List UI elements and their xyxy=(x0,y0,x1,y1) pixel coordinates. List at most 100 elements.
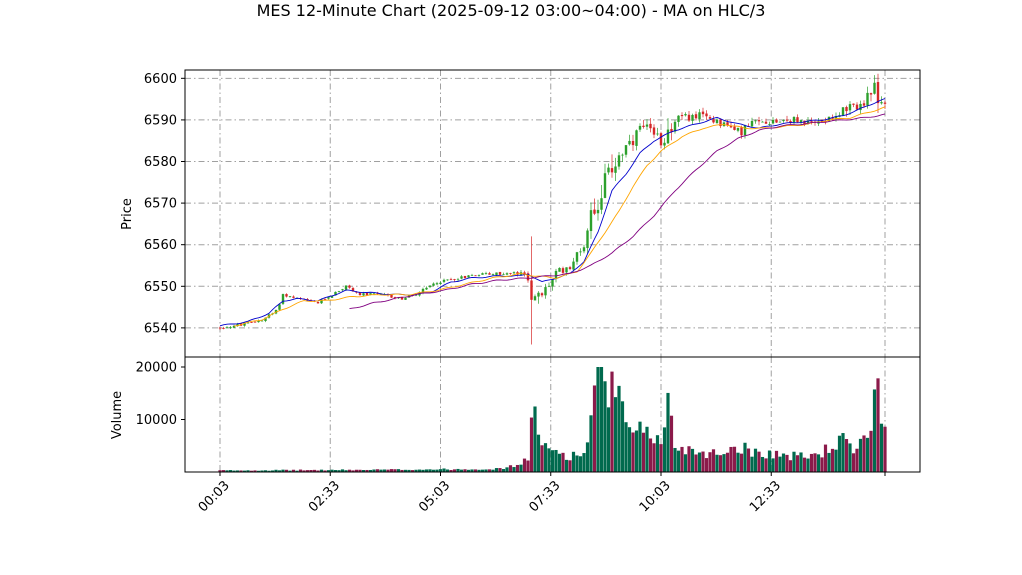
candle-body xyxy=(670,128,673,133)
volume-bar xyxy=(263,470,268,472)
volume-bar xyxy=(844,439,849,472)
candle-body xyxy=(603,173,607,198)
volume-bar xyxy=(452,469,457,472)
candle-body xyxy=(390,294,393,298)
volume-bar xyxy=(445,469,450,472)
volume-bar xyxy=(820,457,824,472)
volume-bar xyxy=(319,469,324,472)
volume-bar xyxy=(781,453,786,472)
volume-bar xyxy=(424,469,429,472)
candle-body xyxy=(236,324,239,327)
volume-bar xyxy=(785,454,789,472)
volume-bar xyxy=(767,450,772,472)
price-tick-label: 6580 xyxy=(144,155,177,170)
volume-bar xyxy=(487,469,492,472)
candle-body xyxy=(435,283,439,285)
candle-body xyxy=(635,130,638,146)
volume-axis-label: Volume xyxy=(110,391,125,439)
candle-body xyxy=(757,120,761,122)
volume-bar xyxy=(239,470,243,472)
candle-body xyxy=(530,280,533,300)
volume-bar xyxy=(557,453,562,472)
candle-body xyxy=(684,114,687,116)
volume-bar xyxy=(571,451,576,472)
candle-body xyxy=(652,127,656,135)
volume-bar xyxy=(697,452,702,472)
volume-bar xyxy=(834,449,838,472)
volume-bar xyxy=(260,470,264,472)
candle-body xyxy=(512,272,516,274)
candle-body xyxy=(421,288,425,294)
candle-body xyxy=(761,121,764,123)
candle-body xyxy=(764,121,768,124)
volume-bar xyxy=(792,451,796,472)
volume-bar xyxy=(848,443,852,472)
volume-bar xyxy=(837,435,842,472)
candle-body xyxy=(404,297,407,300)
candle-body xyxy=(250,322,253,323)
candle-body xyxy=(638,125,642,130)
volume-bar xyxy=(337,470,341,472)
candle-body xyxy=(327,297,330,299)
candle-body xyxy=(614,166,617,173)
candle-body xyxy=(495,272,498,275)
candle-body xyxy=(820,120,824,122)
volume-bar xyxy=(606,407,611,472)
volume-bar xyxy=(368,469,373,472)
candle-body xyxy=(232,325,236,328)
candle-body xyxy=(845,107,848,112)
candle-body xyxy=(334,291,337,296)
volume-bar xyxy=(680,446,684,472)
volume-bar xyxy=(669,415,674,472)
volume-bar xyxy=(641,432,646,472)
volume-bar xyxy=(431,469,436,472)
candle-body xyxy=(526,273,530,281)
volume-bar xyxy=(883,426,887,472)
candle-body xyxy=(883,102,887,104)
volume-bar xyxy=(764,458,768,472)
volume-bar xyxy=(701,451,705,472)
volume-bar xyxy=(806,458,810,472)
candle-body xyxy=(663,142,666,146)
candle-body xyxy=(824,121,827,123)
volume-bar xyxy=(403,469,408,472)
volume-bar xyxy=(400,469,404,472)
volume-bar xyxy=(407,469,411,472)
volume-bar xyxy=(753,448,758,472)
candle-body xyxy=(285,294,288,297)
volume-bar xyxy=(865,437,870,472)
volume-bar xyxy=(708,452,712,472)
volume-bar xyxy=(858,438,863,472)
candle-body xyxy=(320,299,323,304)
volume-bar xyxy=(361,469,366,472)
volume-bar xyxy=(722,454,726,472)
candle-body xyxy=(432,283,435,286)
volume-bar xyxy=(617,385,621,472)
volume-bar xyxy=(802,457,807,472)
volume-bar xyxy=(760,456,765,472)
volume-bar xyxy=(739,453,744,472)
volume-bar xyxy=(683,454,688,472)
candle-body xyxy=(288,296,292,297)
volume-bar xyxy=(778,456,782,472)
candle-body xyxy=(505,273,509,275)
volume-bar xyxy=(522,458,527,472)
candle-body xyxy=(834,116,838,119)
candle-body xyxy=(470,274,474,276)
volume-bar xyxy=(750,456,754,472)
candle-body xyxy=(323,298,327,300)
candle-body xyxy=(736,127,740,131)
candle-body xyxy=(540,293,544,296)
volume-bar xyxy=(533,406,537,472)
volume-bar xyxy=(386,469,390,472)
candle-body xyxy=(631,140,635,146)
volume-bar xyxy=(347,469,352,472)
volume-bar xyxy=(694,454,698,472)
volume-bar xyxy=(624,422,628,472)
candle-body xyxy=(708,117,712,119)
candle-body xyxy=(264,317,267,321)
candle-body xyxy=(362,293,365,296)
volume-bar xyxy=(228,470,233,472)
volume-bar xyxy=(666,392,670,472)
